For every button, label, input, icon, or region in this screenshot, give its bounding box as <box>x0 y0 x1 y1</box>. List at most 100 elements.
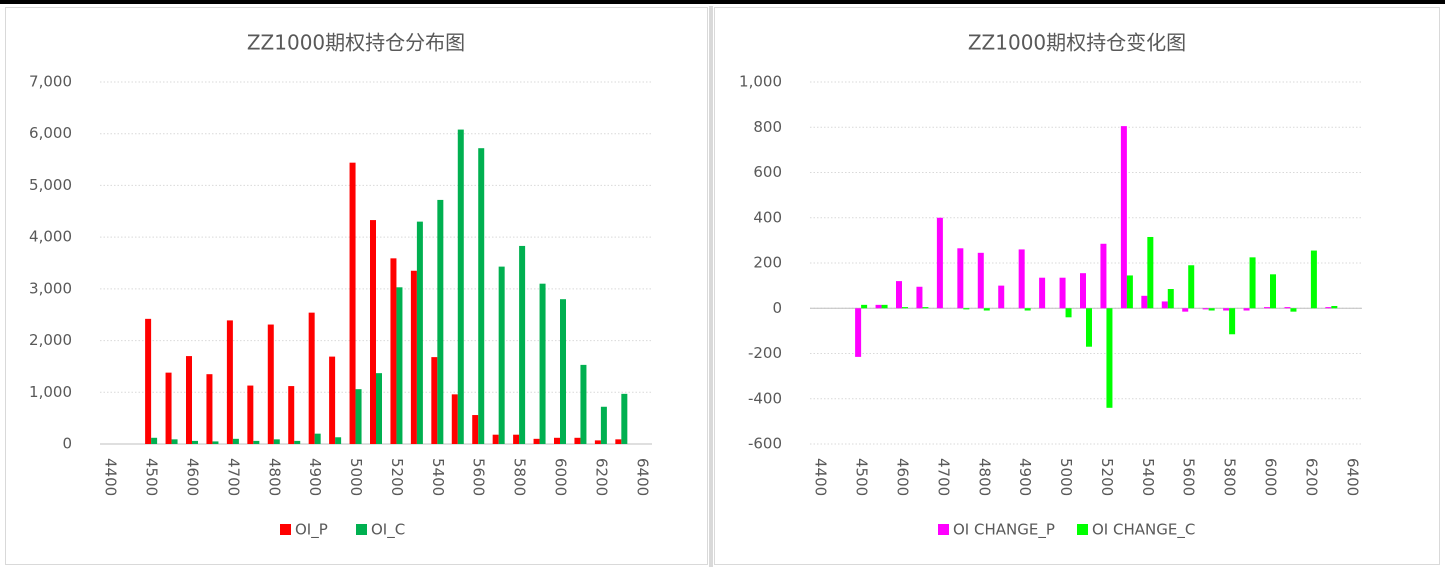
bar <box>519 245 526 444</box>
bar <box>232 438 239 444</box>
bar <box>881 304 888 309</box>
legend-label: OI CHANGE_P <box>953 521 1055 540</box>
bar <box>957 248 964 309</box>
bar <box>1229 308 1236 335</box>
bar <box>594 440 601 444</box>
x-tick-label: 5600 <box>1180 458 1198 496</box>
y-tick-label: 6,000 <box>29 124 72 142</box>
bar <box>977 252 984 309</box>
legend-swatch <box>280 524 291 535</box>
y-tick-label: 600 <box>753 163 782 181</box>
bar <box>916 286 923 309</box>
x-tick-label: 6200 <box>1302 458 1320 496</box>
bar <box>1126 275 1133 309</box>
x-tick-label: 4400 <box>812 458 830 496</box>
bar <box>1059 277 1066 309</box>
legend-label: OI_C <box>371 521 405 540</box>
x-tick-label: 6400 <box>633 458 651 496</box>
y-tick-label: 1,000 <box>739 73 782 91</box>
bar <box>212 441 219 444</box>
y-tick-label: -200 <box>748 344 782 362</box>
bar <box>1331 305 1338 309</box>
top-border <box>0 0 1445 4</box>
bar <box>192 440 198 444</box>
bar <box>472 415 479 444</box>
legend-swatch <box>938 524 949 535</box>
bar <box>983 308 990 311</box>
y-tick-label: 0 <box>62 435 72 453</box>
bar <box>1270 274 1276 309</box>
bar <box>396 287 403 444</box>
bar <box>171 439 178 444</box>
bar <box>1024 308 1031 311</box>
bar <box>1100 243 1107 309</box>
bar <box>206 374 213 444</box>
y-tick-label: 4,000 <box>29 228 72 246</box>
bar <box>492 434 499 444</box>
bar <box>416 221 423 444</box>
y-tick-label: -600 <box>748 435 782 453</box>
y-tick-label: 400 <box>753 208 782 226</box>
bar <box>513 434 520 444</box>
bar <box>390 258 397 444</box>
bar <box>936 217 943 309</box>
bar <box>1086 308 1092 347</box>
x-tick-label: 5400 <box>1139 458 1157 496</box>
bar <box>902 307 908 309</box>
bar <box>329 356 336 444</box>
bar <box>615 439 622 444</box>
bar <box>267 324 274 444</box>
bar <box>855 308 862 357</box>
bar <box>335 437 342 444</box>
bar <box>963 308 970 310</box>
bar <box>498 266 505 444</box>
bar <box>437 199 444 444</box>
bar <box>226 320 233 444</box>
x-tick-label: 6200 <box>592 458 610 496</box>
bar <box>1325 307 1332 309</box>
bar <box>1188 265 1195 309</box>
x-tick-label: 4500 <box>853 458 871 496</box>
x-tick-label: 6000 <box>552 458 570 496</box>
y-tick-label: 0 <box>772 299 782 317</box>
bar <box>1120 126 1127 309</box>
x-tick-label: 5800 <box>511 458 529 496</box>
bar <box>1249 257 1256 309</box>
legend-swatch <box>1077 524 1088 535</box>
y-tick-label: -400 <box>748 389 782 407</box>
bar <box>314 433 321 444</box>
bar <box>145 318 152 444</box>
bar <box>1284 307 1291 309</box>
x-tick-label: 4600 <box>184 458 202 496</box>
bar <box>896 281 902 309</box>
bar <box>478 148 485 445</box>
x-tick-label: 5800 <box>1221 458 1239 496</box>
x-tick-label: 4800 <box>265 458 283 496</box>
x-tick-label: 6000 <box>1262 458 1280 496</box>
bar <box>186 356 192 444</box>
legend-label: OI CHANGE_C <box>1092 521 1195 540</box>
bar <box>533 438 540 444</box>
bar <box>151 437 158 444</box>
legend-swatch <box>356 524 367 535</box>
bar <box>539 283 546 444</box>
bar <box>560 299 566 444</box>
bar <box>621 393 628 444</box>
bar <box>410 270 417 444</box>
bar <box>1182 308 1189 312</box>
x-tick-label: 4800 <box>975 458 993 496</box>
bar <box>1243 308 1250 311</box>
bar <box>370 220 376 444</box>
bar <box>1080 273 1086 309</box>
bar <box>574 437 581 444</box>
y-tick-label: 2,000 <box>29 331 72 349</box>
separator <box>709 6 713 567</box>
bar <box>1106 308 1113 408</box>
x-tick-label: 5200 <box>1098 458 1116 496</box>
bar <box>253 440 260 444</box>
bar <box>273 439 280 444</box>
y-tick-label: 1,000 <box>29 383 72 401</box>
bar <box>1039 277 1046 309</box>
y-tick-label: 800 <box>753 118 782 136</box>
